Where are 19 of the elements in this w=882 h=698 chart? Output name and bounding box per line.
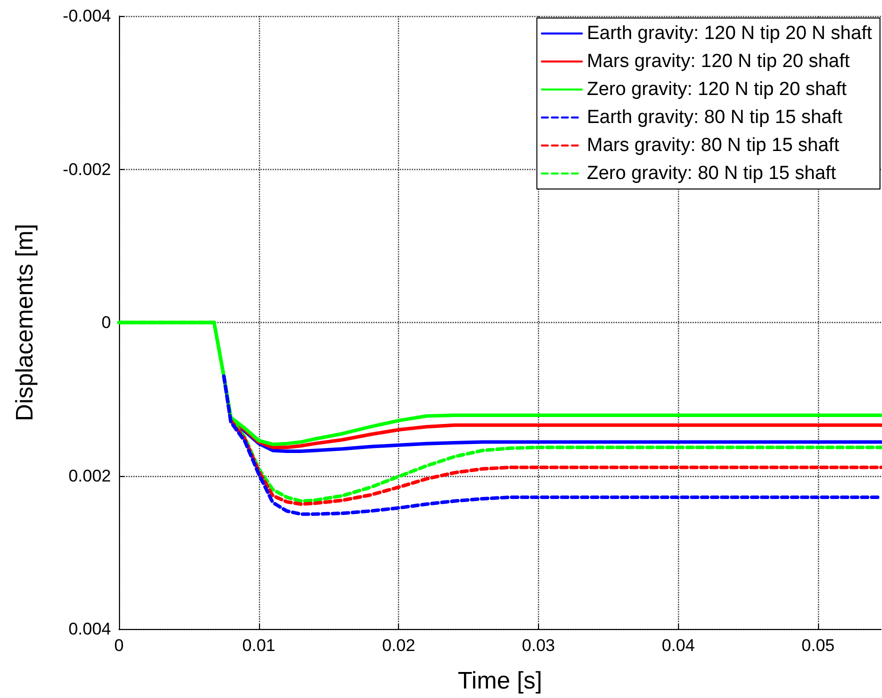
x-tick-label: 0.03 xyxy=(522,636,555,655)
legend-label: Zero gravity: 120 N tip 20 shaft xyxy=(586,79,848,100)
x-tick-label: 0.05 xyxy=(802,636,835,655)
legend-label: Earth gravity: 120 N tip 20 N shaft xyxy=(586,23,873,44)
y-tick-label: 0.002 xyxy=(68,466,111,486)
y-tick-label: 0 xyxy=(102,313,111,332)
y-tick-label: -0.004 xyxy=(62,6,111,26)
legend-label: Mars gravity: 120 N tip 20 shaft xyxy=(586,51,851,72)
y-tick-label: 0.004 xyxy=(68,620,111,638)
x-tick-label: 0.02 xyxy=(382,636,416,655)
x-tick-label: 0 xyxy=(114,636,124,655)
x-tick-label: 0.01 xyxy=(242,636,276,655)
legend-label: Mars gravity: 80 N tip 15 shaft xyxy=(586,135,840,156)
x-axis-title: Time [s] xyxy=(458,668,542,694)
legend-label: Earth gravity: 80 N tip 15 shaft xyxy=(586,107,844,128)
y-axis-title: Displacements [m] xyxy=(12,224,38,422)
legend-label: Zero gravity: 80 N tip 15 shaft xyxy=(586,163,837,184)
x-tick-label: 0.04 xyxy=(662,636,695,655)
y-tick-label: -0.002 xyxy=(62,160,111,179)
